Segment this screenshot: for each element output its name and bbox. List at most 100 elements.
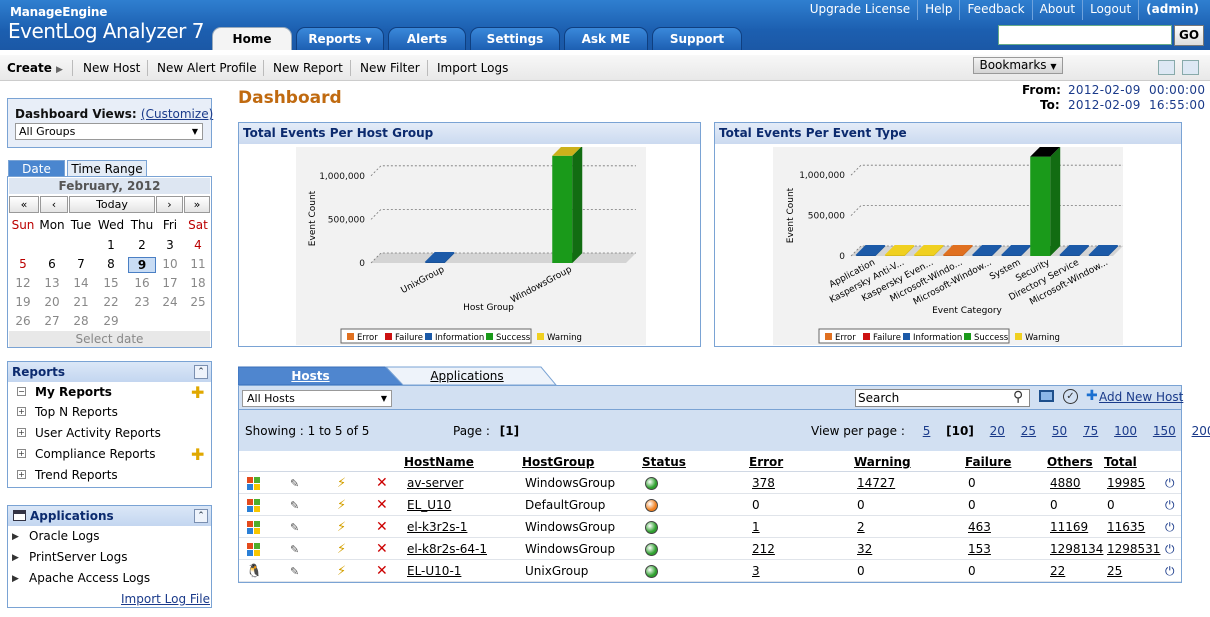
- calendar-day[interactable]: 22: [103, 295, 119, 309]
- expand-box-icon[interactable]: +: [17, 470, 26, 479]
- delete-icon[interactable]: ✕: [376, 519, 388, 535]
- my-reports-item[interactable]: My Reports: [35, 385, 112, 399]
- column-others[interactable]: Others: [1047, 455, 1093, 469]
- oracle-logs-item[interactable]: Oracle Logs: [29, 529, 100, 543]
- trend-reports-item[interactable]: Trend Reports: [35, 468, 118, 482]
- calendar-day[interactable]: 26: [15, 314, 31, 328]
- calendar-day[interactable]: 24: [162, 295, 178, 309]
- bookmarks-dropdown[interactable]: Bookmarks ▼: [973, 57, 1063, 74]
- expand-box-icon[interactable]: +: [17, 449, 26, 458]
- tab-date[interactable]: Date: [8, 160, 65, 176]
- add-new-host-link[interactable]: Add New Host: [1099, 390, 1184, 404]
- report-icon[interactable]: ⏻: [1165, 476, 1175, 490]
- alert-icon[interactable]: ⚡: [337, 542, 347, 557]
- help-link[interactable]: Help: [917, 0, 959, 20]
- edit-icon[interactable]: ✎: [290, 477, 300, 490]
- global-search-input[interactable]: [998, 25, 1172, 45]
- apache-access-logs-item[interactable]: Apache Access Logs: [29, 571, 151, 585]
- calendar-day[interactable]: 3: [166, 238, 174, 252]
- calendar-day[interactable]: 27: [44, 314, 60, 328]
- cell-name[interactable]: EL_U10: [407, 498, 452, 512]
- tab-time-range[interactable]: Time Range: [67, 160, 147, 176]
- delete-icon[interactable]: ✕: [376, 541, 388, 557]
- calendar-day[interactable]: 4: [194, 238, 202, 252]
- calendar-day[interactable]: 13: [44, 276, 60, 290]
- edit-icon[interactable]: ✎: [290, 521, 300, 534]
- cell-others[interactable]: 11169: [1050, 520, 1089, 534]
- today-button[interactable]: Today: [69, 196, 155, 213]
- calendar-day[interactable]: 29: [103, 314, 119, 328]
- calendar-day[interactable]: 7: [77, 257, 85, 271]
- column-status[interactable]: Status: [642, 455, 686, 469]
- about-link[interactable]: About: [1031, 0, 1082, 20]
- calendar-day[interactable]: 1: [107, 238, 115, 252]
- calendar-day[interactable]: 18: [190, 276, 206, 290]
- edit-icon[interactable]: ✎: [290, 499, 300, 512]
- column-warning[interactable]: Warning: [854, 455, 911, 469]
- calendar-day[interactable]: 19: [15, 295, 31, 309]
- printserver-logs-item[interactable]: PrintServer Logs: [29, 550, 128, 564]
- collapse-box-icon[interactable]: −: [17, 387, 26, 396]
- calendar-day[interactable]: 2: [138, 238, 146, 252]
- edit-icon[interactable]: ✎: [290, 565, 300, 578]
- column-failure[interactable]: Failure: [965, 455, 1012, 469]
- user-activity-reports-item[interactable]: User Activity Reports: [35, 426, 161, 440]
- alert-icon[interactable]: ⚡: [337, 564, 347, 579]
- cell-error[interactable]: 378: [752, 476, 775, 490]
- clock-icon[interactable]: ✓: [1063, 389, 1078, 404]
- tab-applications[interactable]: Applications: [430, 369, 504, 383]
- calendar-day[interactable]: 6: [48, 257, 56, 271]
- tab-ask-me[interactable]: Ask ME: [564, 27, 648, 50]
- calendar-day[interactable]: 21: [73, 295, 89, 309]
- column-total[interactable]: Total: [1104, 455, 1137, 469]
- per-page-option[interactable]: 25: [1020, 424, 1037, 438]
- alert-icon[interactable]: ⚡: [337, 498, 347, 513]
- per-page-option[interactable]: 20: [989, 424, 1005, 438]
- customize-link[interactable]: (Customize): [140, 107, 214, 121]
- tab-alerts[interactable]: Alerts: [388, 27, 466, 50]
- add-icon[interactable]: ✚: [191, 383, 205, 402]
- alert-icon[interactable]: ⚡: [337, 476, 347, 491]
- cell-name[interactable]: el-k8r2s-64-1: [407, 542, 488, 556]
- calendar-day[interactable]: 25: [190, 295, 206, 309]
- report-icon[interactable]: ⏻: [1165, 564, 1175, 578]
- import-logs-button[interactable]: Import Logs: [437, 61, 509, 75]
- cell-total[interactable]: 19985: [1107, 476, 1146, 490]
- next-year-button[interactable]: »: [184, 196, 210, 213]
- add-icon[interactable]: ✚: [191, 445, 205, 464]
- search-icon[interactable]: ⚲: [1013, 389, 1024, 405]
- calendar-day[interactable]: 11: [190, 257, 206, 271]
- cell-total[interactable]: 1298531: [1107, 542, 1161, 556]
- top-n-reports-item[interactable]: Top N Reports: [35, 405, 118, 419]
- new-alert-profile-button[interactable]: New Alert Profile: [157, 61, 257, 75]
- calendar-day[interactable]: 12: [15, 276, 31, 290]
- calendar-day[interactable]: 15: [103, 276, 119, 290]
- tab-home[interactable]: Home: [212, 27, 292, 50]
- new-host-button[interactable]: New Host: [83, 61, 141, 75]
- edit-icon[interactable]: ✎: [290, 543, 300, 556]
- next-month-button[interactable]: ›: [156, 196, 183, 213]
- to-datetime[interactable]: 2012-02-09 16:55:00: [1068, 98, 1206, 112]
- tab-hosts[interactable]: Hosts: [291, 369, 330, 383]
- column-hostname[interactable]: HostName: [404, 455, 474, 469]
- cell-total[interactable]: 11635: [1107, 520, 1146, 534]
- tab-support[interactable]: Support: [652, 27, 742, 50]
- tab-settings[interactable]: Settings: [470, 27, 560, 50]
- calendar-day[interactable]: 5: [19, 257, 27, 271]
- cell-error[interactable]: 3: [752, 564, 760, 578]
- column-hostgroup[interactable]: HostGroup: [522, 455, 595, 469]
- compliance-reports-item[interactable]: Compliance Reports: [35, 447, 156, 461]
- report-icon[interactable]: ⏻: [1165, 520, 1175, 534]
- cell-warning[interactable]: 2: [857, 520, 865, 534]
- layout-icon[interactable]: [1182, 60, 1199, 75]
- calendar-day[interactable]: 23: [134, 295, 150, 309]
- new-filter-button[interactable]: New Filter: [360, 61, 420, 75]
- column-error[interactable]: Error: [749, 455, 784, 469]
- from-datetime[interactable]: 2012-02-09 00:00:00: [1068, 83, 1206, 97]
- report-icon[interactable]: ⏻: [1165, 542, 1175, 556]
- feedback-link[interactable]: Feedback: [959, 0, 1031, 20]
- per-page-option[interactable]: 75: [1083, 424, 1099, 438]
- calendar-day[interactable]: 14: [73, 276, 89, 290]
- cell-failure[interactable]: 153: [968, 542, 991, 556]
- calendar-day[interactable]: 16: [134, 276, 150, 290]
